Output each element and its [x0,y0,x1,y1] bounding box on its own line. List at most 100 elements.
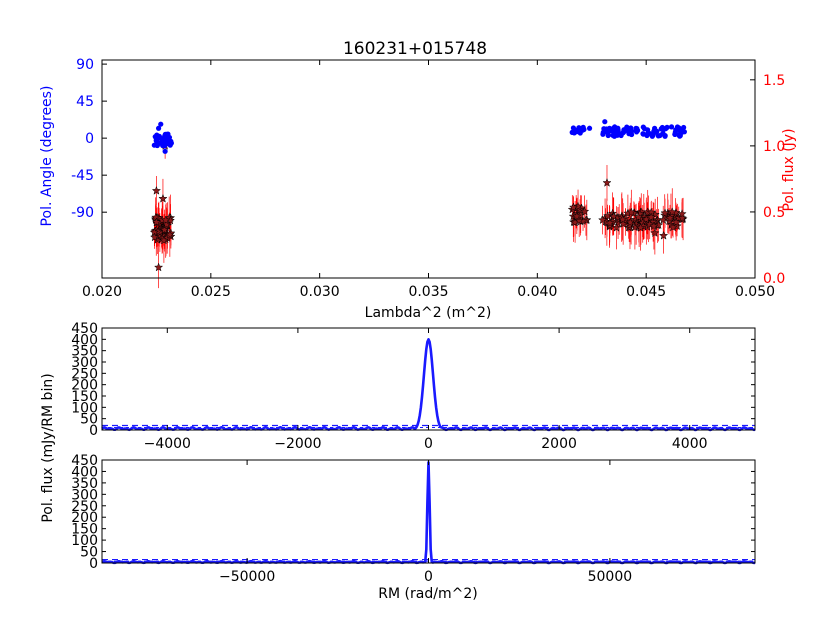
x-axis-label-rm: RM (rad/m^2) [378,586,477,602]
rm-spectrum-x-ticks: −4000 −2000 0 2000 4000 [144,328,708,452]
angle-point [676,125,682,131]
flux-star-point [158,193,168,203]
flux-star-point [597,215,608,225]
y-tick-label: 300 [71,355,98,371]
angle-point [655,133,661,139]
flux-star-point [572,211,582,221]
flux-star-point [159,235,169,245]
x-tick-label: 2000 [541,436,577,452]
y2-tick-label: 0.5 [763,205,785,221]
pol-angle-y-ticks: 90 45 0 -45 -90 [71,57,107,221]
angle-point [609,126,615,132]
y-tick-label: 450 [71,453,98,469]
angle-point [162,131,168,137]
angle-point [153,142,160,148]
flux-star-point [667,207,677,216]
y-tick-label: 50 [80,545,98,561]
angle-point [640,124,646,130]
x-tick-label: −4000 [144,436,191,452]
x-tick-label: 0.020 [82,284,122,300]
angle-point [664,124,670,130]
y2-tick-label: 1.0 [763,139,785,155]
flux-star-point [677,213,687,223]
flux-star-point [605,218,615,227]
flux-star-point [658,230,669,240]
y-tick-label: -45 [71,168,94,184]
flux-star-point [618,214,628,224]
rm-spread-x-ticks: −50000 0 50000 [219,460,632,585]
angle-point [164,138,170,145]
flux-star-point [149,232,160,242]
y-tick-label: 90 [76,57,94,73]
angle-point [668,124,675,130]
pol-angle-flux-plot [149,119,688,289]
angle-point [602,119,608,125]
x-tick-label: 0 [424,569,433,585]
flux-star-point [649,221,659,231]
x-tick-label: 50000 [588,569,633,585]
flux-star-point [625,217,635,227]
angle-point [586,125,593,131]
x-tick-label: 0.045 [626,284,666,300]
angle-point [677,133,683,139]
angle-point [581,126,587,133]
angle-point [611,133,618,139]
rm-spectrum-plot [101,338,756,432]
pol-flux-y2-ticks: 0.0 0.5 1.0 1.5 [750,73,785,287]
flux-star-point [646,212,656,222]
shared-y-axis-label: Pol. flux (mJy/RM bin) [40,373,56,522]
flux-star-point [161,215,171,225]
y-tick-label: 50 [80,412,98,428]
x-tick-label: 0.035 [408,284,448,300]
flux-star-point [568,202,579,212]
y-tick-label: 350 [71,476,98,492]
y-tick-label: 350 [71,344,98,360]
flux-star-point [633,212,644,222]
angle-point [600,129,606,135]
y-tick-label: 100 [71,533,98,549]
angle-point [618,132,624,139]
y-tick-label: -90 [71,205,94,221]
flux-star-point [573,201,583,211]
y-tick-label: 200 [71,510,98,526]
flux-star-point [650,228,660,238]
flux-star-point [151,217,162,227]
y-tick-label: 100 [71,400,98,416]
angle-point [672,129,678,135]
flux-star-point [165,229,175,239]
flux-star-point [574,215,584,225]
y-tick-label: 300 [71,487,98,503]
y-tick-label: 150 [71,389,98,405]
y-tick-label: 400 [71,464,98,480]
flux-star-point [579,206,590,216]
flux-star-point [626,207,636,217]
y-tick-label: 0 [85,131,94,147]
spectrum-line [101,460,756,565]
angle-point [650,132,656,138]
y-tick-label: 400 [71,332,98,348]
flux-star-point [608,211,619,221]
angle-point [576,125,582,131]
angle-point [155,125,162,131]
angle-point [644,131,651,137]
angle-point [603,126,610,132]
flux-star-point [665,213,675,223]
pol-angle-flux-frame [101,59,756,279]
y-axis-label-angle: Pol. Angle (degrees) [39,86,55,227]
angle-point [659,124,665,131]
flux-star-point [671,217,681,227]
flux-star-point [660,208,670,218]
y-tick-label: 0 [89,556,98,572]
flux-star-point [668,222,678,232]
angle-point [681,124,687,131]
angle-point [633,129,640,135]
angle-point [660,131,666,137]
angle-point [627,128,633,135]
x-axis-label-lambda: Lambda^2 (m^2) [365,305,492,321]
angle-point [569,129,575,135]
angle-point [644,127,651,133]
y-tick-label: 250 [71,499,98,515]
